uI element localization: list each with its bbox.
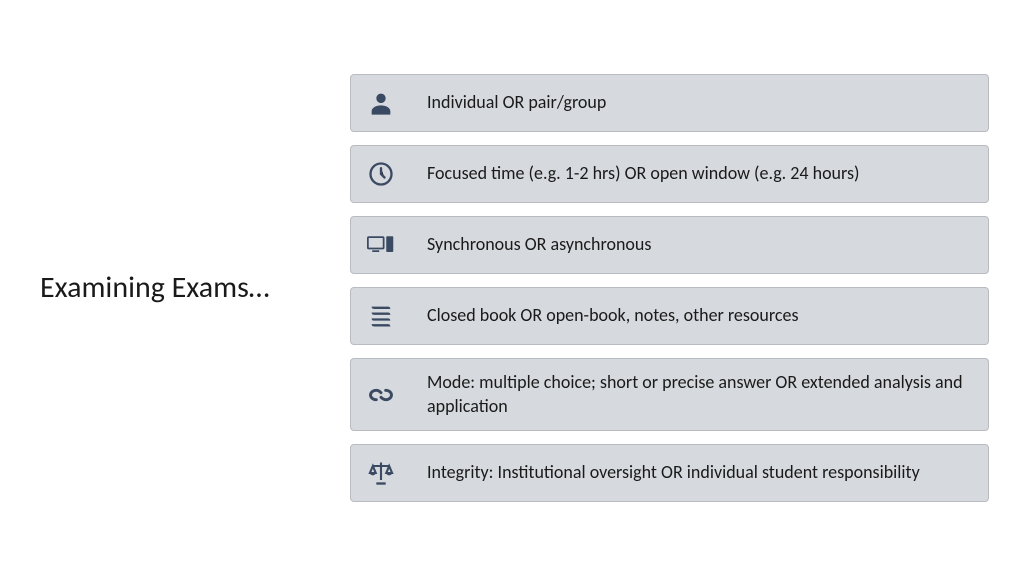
list-item: Individual OR pair/group <box>350 74 989 132</box>
list-item-label: Focused time (e.g. 1-2 hrs) OR open wind… <box>417 162 859 185</box>
list-item: Synchronous OR asynchronous <box>350 216 989 274</box>
items-list: Individual OR pair/group Focused time (e… <box>350 74 989 502</box>
person-icon <box>367 89 417 117</box>
list-item-label: Synchronous OR asynchronous <box>417 233 651 256</box>
list-item-label: Integrity: Institutional oversight OR in… <box>417 461 920 484</box>
scales-icon <box>367 459 417 487</box>
list-item: Integrity: Institutional oversight OR in… <box>350 444 989 502</box>
list-item-label: Closed book OR open-book, notes, other r… <box>417 304 798 327</box>
computer-icon <box>367 231 417 259</box>
books-icon <box>367 302 417 330</box>
title-area: Examining Exams… <box>40 74 350 306</box>
clock-icon <box>367 160 417 188</box>
list-item: Focused time (e.g. 1-2 hrs) OR open wind… <box>350 145 989 203</box>
page-title: Examining Exams… <box>40 269 350 306</box>
list-item-label: Mode: multiple choice; short or precise … <box>417 371 972 418</box>
link-icon <box>367 381 417 409</box>
list-item: Closed book OR open-book, notes, other r… <box>350 287 989 345</box>
list-item: Mode: multiple choice; short or precise … <box>350 358 989 431</box>
list-item-label: Individual OR pair/group <box>417 91 606 114</box>
slide-container: Examining Exams… Individual OR pair/grou… <box>0 49 1024 527</box>
